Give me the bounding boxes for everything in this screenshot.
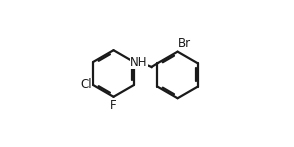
Text: NH: NH (130, 56, 148, 69)
Text: Br: Br (178, 37, 191, 50)
Text: F: F (110, 98, 117, 112)
Text: Cl: Cl (80, 78, 92, 91)
